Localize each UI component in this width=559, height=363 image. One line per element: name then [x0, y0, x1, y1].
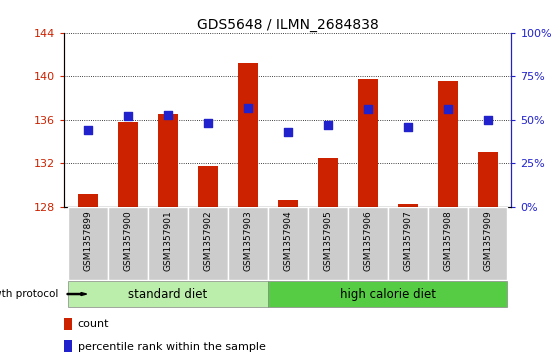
Bar — [397, 204, 418, 207]
Text: GSM1357905: GSM1357905 — [323, 211, 332, 271]
Text: GSM1357902: GSM1357902 — [203, 211, 212, 271]
Text: GSM1357906: GSM1357906 — [363, 211, 372, 271]
Point — [443, 106, 452, 112]
Text: GSM1357907: GSM1357907 — [403, 211, 412, 271]
Text: GSM1357899: GSM1357899 — [84, 211, 93, 271]
Point — [244, 105, 253, 110]
Text: GSM1357908: GSM1357908 — [443, 211, 452, 271]
Bar — [228, 207, 268, 280]
Bar — [268, 207, 308, 280]
Text: percentile rank within the sample: percentile rank within the sample — [78, 342, 266, 352]
Bar — [428, 207, 467, 280]
Point — [124, 113, 132, 119]
Bar — [238, 63, 258, 207]
Text: GSM1357909: GSM1357909 — [483, 211, 492, 271]
Bar — [64, 318, 72, 330]
Bar — [64, 340, 72, 352]
Point — [283, 129, 292, 135]
Bar — [198, 166, 218, 207]
Point — [483, 117, 492, 123]
Text: growth protocol: growth protocol — [0, 289, 59, 299]
Bar — [467, 207, 508, 280]
Point — [84, 127, 93, 133]
Text: GSM1357900: GSM1357900 — [124, 211, 132, 271]
Bar — [68, 207, 108, 280]
Title: GDS5648 / ILMN_2684838: GDS5648 / ILMN_2684838 — [197, 18, 379, 32]
Bar — [388, 207, 428, 280]
Bar — [158, 114, 178, 207]
Bar — [348, 207, 388, 280]
Text: standard diet: standard diet — [129, 287, 208, 301]
Point — [323, 122, 332, 128]
Bar — [118, 122, 138, 207]
Text: GSM1357904: GSM1357904 — [283, 211, 292, 271]
Point — [164, 112, 173, 118]
Text: high calorie diet: high calorie diet — [340, 287, 435, 301]
Bar — [308, 207, 348, 280]
Bar — [148, 207, 188, 280]
Text: count: count — [78, 319, 109, 330]
Point — [403, 124, 412, 130]
Point — [363, 106, 372, 112]
Bar — [477, 152, 498, 207]
Bar — [108, 207, 148, 280]
Bar — [188, 207, 228, 280]
Text: GSM1357901: GSM1357901 — [164, 211, 173, 271]
Bar — [78, 194, 98, 207]
Bar — [68, 281, 268, 307]
Text: GSM1357903: GSM1357903 — [244, 211, 253, 271]
Bar — [278, 200, 298, 207]
Bar — [358, 79, 378, 207]
Point — [203, 121, 212, 126]
Bar — [438, 81, 458, 207]
Bar — [268, 281, 508, 307]
Bar — [318, 158, 338, 207]
